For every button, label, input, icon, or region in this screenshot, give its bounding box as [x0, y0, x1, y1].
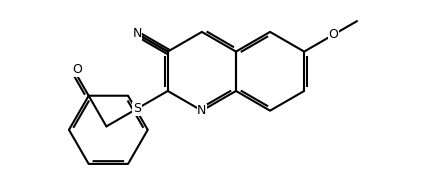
Text: N: N [132, 27, 142, 40]
Text: O: O [328, 28, 338, 41]
Text: S: S [133, 102, 141, 115]
Text: N: N [197, 104, 207, 117]
Text: O: O [72, 63, 82, 76]
